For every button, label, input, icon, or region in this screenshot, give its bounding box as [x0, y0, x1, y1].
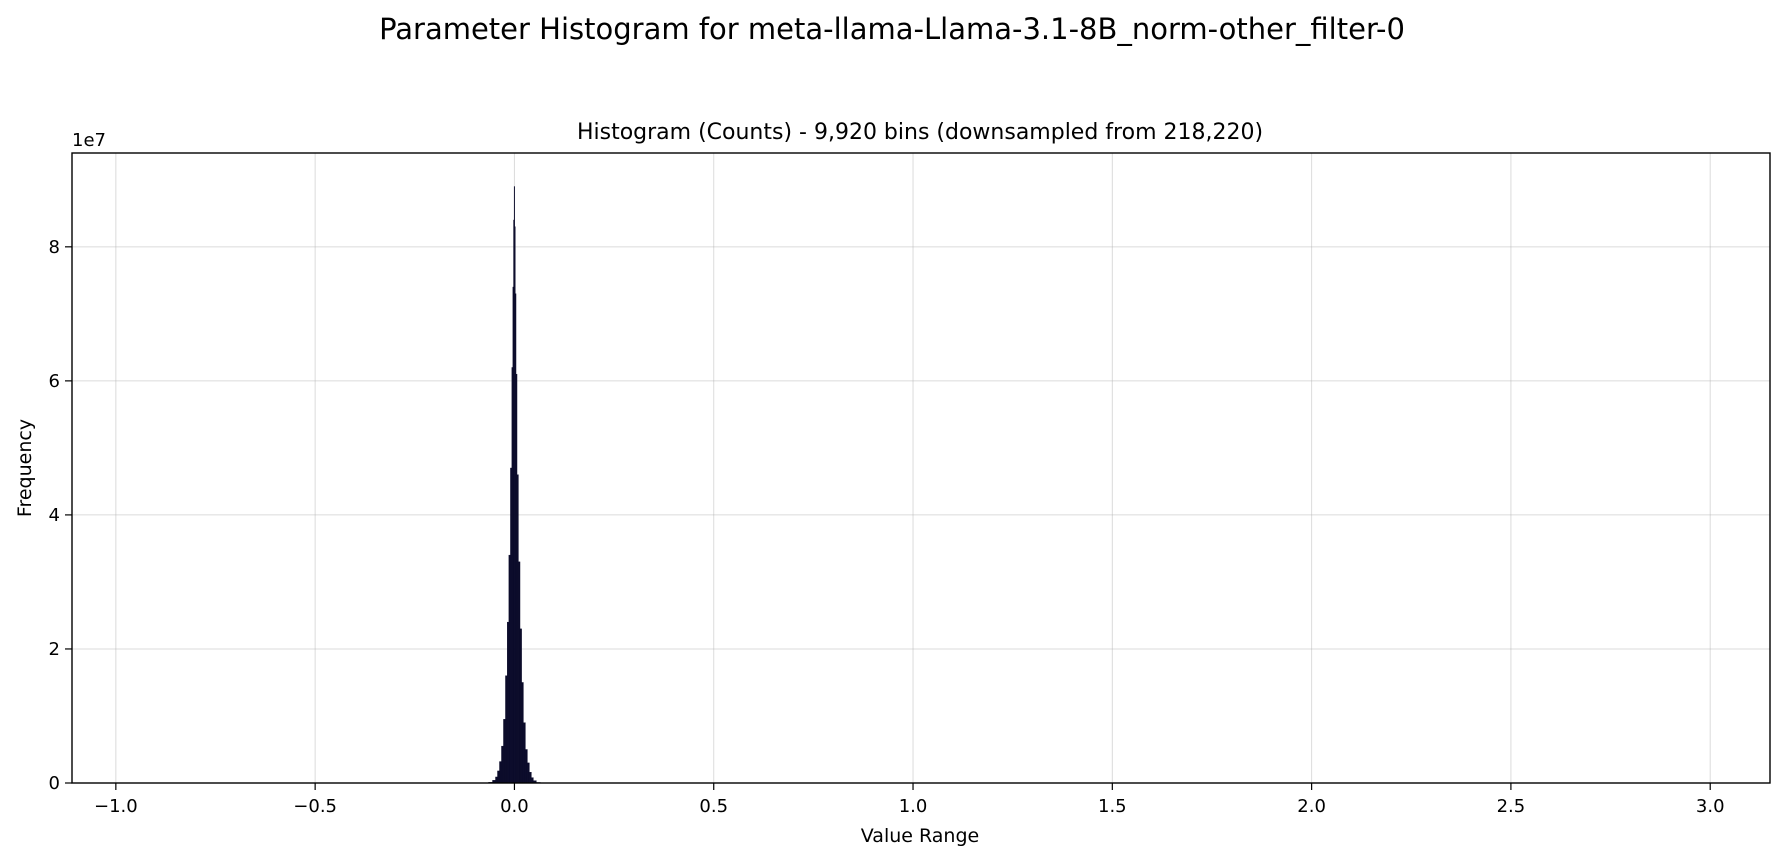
x-tick-label: 0.5: [699, 796, 728, 817]
histogram-bar: [497, 770, 500, 784]
chart-title: Histogram (Counts) - 9,920 bins (downsam…: [577, 120, 1263, 145]
x-tick-label: −0.5: [293, 796, 337, 817]
x-tick-label: 0.0: [500, 796, 529, 817]
histogram-bar: [525, 749, 528, 784]
x-tick-label: 2.5: [1497, 796, 1526, 817]
y-tick-label: 6: [49, 371, 60, 392]
x-tick-label: 3.0: [1696, 796, 1725, 817]
histogram-bar: [495, 776, 498, 784]
x-axis-label: Value Range: [861, 825, 979, 847]
y-tick-label: 8: [49, 237, 60, 258]
histogram-bar: [518, 561, 521, 784]
x-tick-label: 2.0: [1297, 796, 1326, 817]
histogram-bar: [507, 621, 510, 784]
histogram-bar: [529, 772, 532, 784]
y-axis-ticks: 0 2 4 6 8: [49, 237, 72, 794]
histogram-bar: [505, 675, 508, 784]
x-tick-label: 1.5: [1098, 796, 1127, 817]
histogram-bar: [521, 682, 524, 784]
histogram-bar: [519, 628, 522, 784]
plot-frame: [71, 152, 1771, 784]
histogram-bar: [499, 761, 502, 784]
grid-lines: [72, 153, 1770, 784]
histogram-bar: [516, 474, 519, 784]
figure-title: Parameter Histogram for meta-llama-Llama…: [379, 12, 1405, 46]
histogram-bar: [527, 762, 530, 784]
histogram-bar: [523, 722, 526, 784]
histogram-bar: [501, 745, 504, 784]
histogram-bars: [488, 186, 541, 784]
x-axis-ticks: −1.0 −0.5 0.0 0.5 1.0 1.5 2.0 2.5 3.0: [94, 783, 1725, 817]
histogram-bar: [510, 467, 513, 784]
y-offset-label: 1e7: [72, 130, 106, 151]
y-tick-label: 2: [49, 639, 60, 660]
histogram-bar: [531, 777, 534, 784]
x-tick-label: −1.0: [94, 796, 138, 817]
histogram-bar: [503, 719, 506, 784]
y-tick-label: 0: [49, 773, 60, 794]
y-tick-label: 4: [49, 505, 60, 526]
x-tick-label: 1.0: [899, 796, 928, 817]
y-axis-label: Frequency: [14, 419, 36, 517]
histogram-bar: [508, 554, 511, 784]
